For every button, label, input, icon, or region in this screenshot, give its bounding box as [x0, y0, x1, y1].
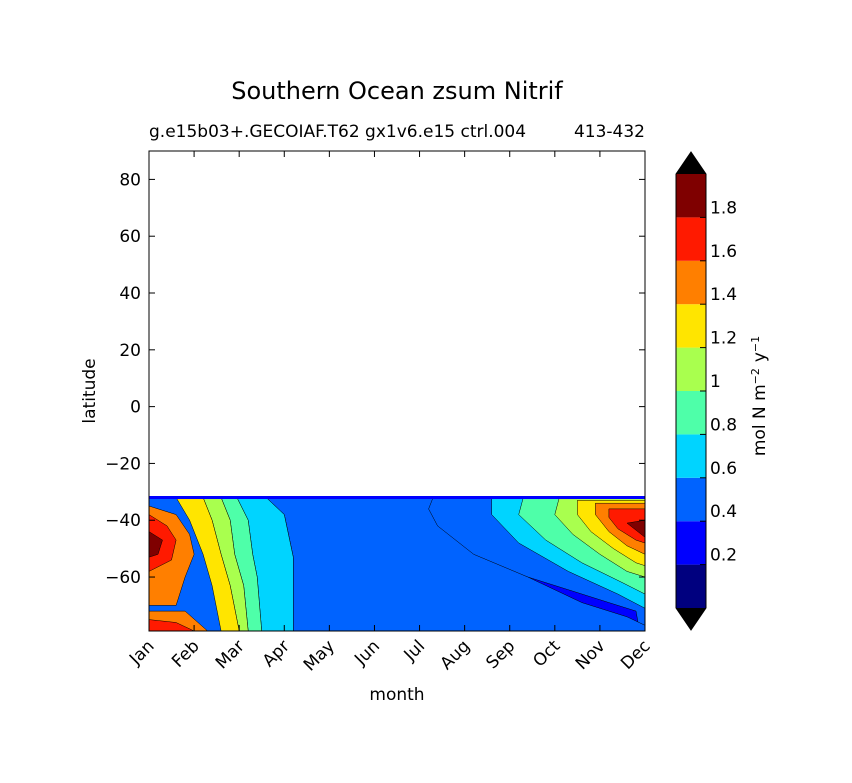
y-tick-label: 80 — [119, 170, 141, 190]
colorbar-band-9 — [676, 174, 706, 218]
x-tick-label: May — [300, 636, 339, 675]
colorbar-band-0 — [676, 564, 706, 608]
chart-title: Southern Ocean zsum Nitrif — [231, 77, 563, 105]
y-axis-label: latitude — [80, 358, 100, 423]
colorbar-label-exp1: −2 — [749, 368, 762, 384]
y-tick-label: 20 — [119, 341, 141, 361]
contour-bands — [149, 496, 645, 631]
x-tick-label: Dec — [617, 636, 654, 673]
colorbar: 0.2 0.4 0.6 0.8 1 1.2 1.4 1.6 1.8 — [675, 151, 737, 631]
x-tick-label: Oct — [529, 636, 564, 671]
colorbar-band-8 — [676, 217, 706, 261]
colorbar-label-mid: y — [750, 352, 770, 362]
x-tick-label: Jan — [125, 636, 158, 669]
colorbar-band-6 — [676, 304, 706, 348]
contour-band-13 — [149, 514, 177, 572]
colorbar-tick-label: 1.2 — [710, 329, 737, 349]
colorbar-outline — [675, 151, 707, 631]
x-tick-label: Apr — [259, 636, 294, 671]
y-tick-label: −20 — [105, 454, 141, 474]
y-tick-label: 0 — [130, 398, 141, 418]
colorbar-extend-under — [676, 608, 706, 630]
colorbar-label: mol N m−2 y−1 — [749, 336, 771, 456]
x-tick-label: Jul — [400, 636, 429, 665]
colorbar-tick-label: 0.8 — [710, 415, 737, 435]
colorbar-label-base: mol N m — [750, 384, 770, 456]
colorbar-tick-label: 1.4 — [710, 285, 737, 305]
x-tick-label: Sep — [482, 636, 519, 673]
colorbar-tick-label: 1.8 — [710, 198, 737, 218]
y-tick-label: −40 — [105, 511, 141, 531]
y-axis: 80 60 40 20 0 −20 −40 −60 — [105, 170, 645, 588]
colorbar-tick-label: 1.6 — [710, 242, 737, 262]
chart-subtitle: g.e15b03+.GECOIAF.T62 gx1v6.e15 ctrl.004 — [149, 122, 526, 142]
y-tick-label: 40 — [119, 284, 141, 304]
colorbar-tick-label: 0.6 — [710, 459, 737, 479]
colorbar-band-7 — [676, 260, 706, 305]
x-tick-label: Feb — [168, 636, 203, 671]
colorbar-tick-label: 1 — [710, 372, 721, 392]
colorbar-band-2 — [676, 477, 706, 522]
x-tick-label: Mar — [212, 636, 249, 673]
colorbar-band-4 — [676, 391, 706, 435]
contour-band-17 — [626, 519, 645, 538]
colorbar-tick-label: 0.4 — [710, 502, 737, 522]
colorbar-label-exp2: −1 — [749, 336, 762, 352]
plot-frame — [148, 150, 646, 632]
x-axis-label: month — [369, 685, 424, 705]
colorbar-extend-over — [676, 152, 706, 174]
colorbar-band-5 — [676, 347, 706, 391]
x-tick-label: Jun — [350, 636, 384, 670]
y-tick-label: 60 — [119, 227, 141, 247]
y-tick-label: −60 — [105, 568, 141, 588]
chart-subtitle-right: 413-432 — [574, 122, 645, 142]
contour-band-16 — [149, 531, 163, 558]
x-tick-label: Aug — [437, 636, 475, 674]
colorbar-band-3 — [676, 434, 706, 478]
contour-band-14 — [149, 619, 195, 631]
x-tick-label: Nov — [572, 636, 610, 674]
colorbar-tick-label: 0.2 — [710, 546, 737, 566]
contour-band-8 — [175, 497, 240, 631]
colorbar-band-1 — [676, 521, 706, 565]
contour-band-15 — [608, 508, 645, 544]
